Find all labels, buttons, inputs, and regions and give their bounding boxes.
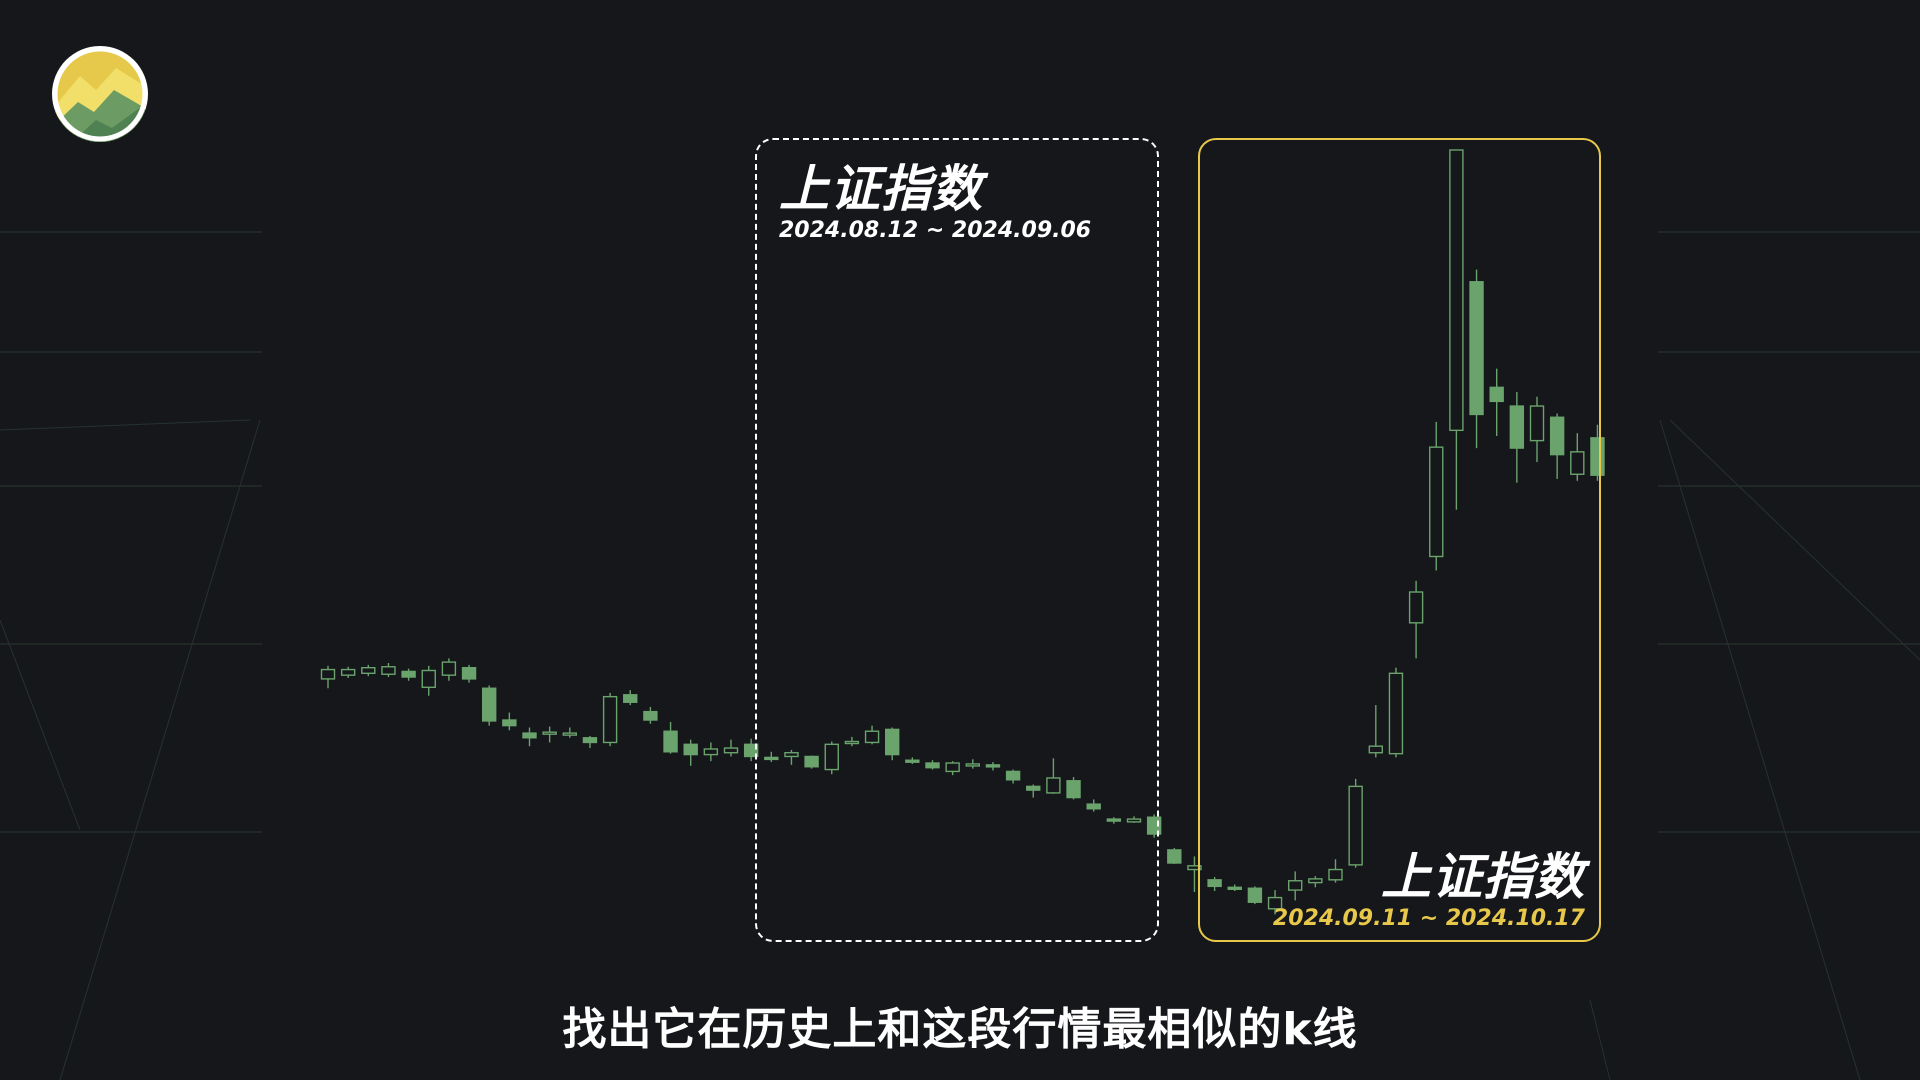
subtitle-caption: 找出它在历史上和这段行情最相似的k线 xyxy=(0,1008,1920,1052)
candle-body xyxy=(664,731,677,752)
comparison-window-title: 上证指数 xyxy=(779,164,983,214)
target-window-date-range: 2024.09.11 ~ 2024.10.17 xyxy=(1273,908,1585,930)
candle-body xyxy=(1168,850,1181,863)
candle-body xyxy=(342,670,355,676)
candle-body xyxy=(543,732,556,734)
candle-body xyxy=(322,670,335,679)
logo xyxy=(52,46,148,142)
grid-line xyxy=(0,620,80,830)
candle-body xyxy=(422,670,435,687)
grid-line xyxy=(0,420,250,430)
candle-body xyxy=(402,671,415,677)
candle-body xyxy=(362,668,375,674)
candle-body xyxy=(644,712,657,720)
grid-line xyxy=(60,420,260,1080)
candle-body xyxy=(704,749,717,755)
comparison-window-box: 上证指数 2024.08.12 ~ 2024.09.06 xyxy=(755,138,1159,942)
candle-body xyxy=(463,668,476,679)
grid-line xyxy=(1670,420,1920,660)
target-window-box: 上证指数 2024.09.11 ~ 2024.10.17 xyxy=(1198,138,1601,942)
candle-body xyxy=(684,744,697,754)
candle-body xyxy=(483,688,496,721)
grid-line xyxy=(1660,420,1860,1080)
candle-body xyxy=(583,738,596,743)
candle-body xyxy=(503,720,516,726)
candle-body xyxy=(523,733,536,738)
candle-body xyxy=(725,748,738,753)
comparison-window-date-range: 2024.08.12 ~ 2024.09.06 xyxy=(779,220,1091,242)
candle-body xyxy=(442,662,455,675)
candle-body xyxy=(563,733,576,735)
candle-body xyxy=(624,695,637,702)
target-window-title: 上证指数 xyxy=(1381,852,1585,902)
mountain-chart-logo-icon xyxy=(52,46,148,142)
candle-body xyxy=(382,667,395,674)
candle-body xyxy=(604,697,617,743)
